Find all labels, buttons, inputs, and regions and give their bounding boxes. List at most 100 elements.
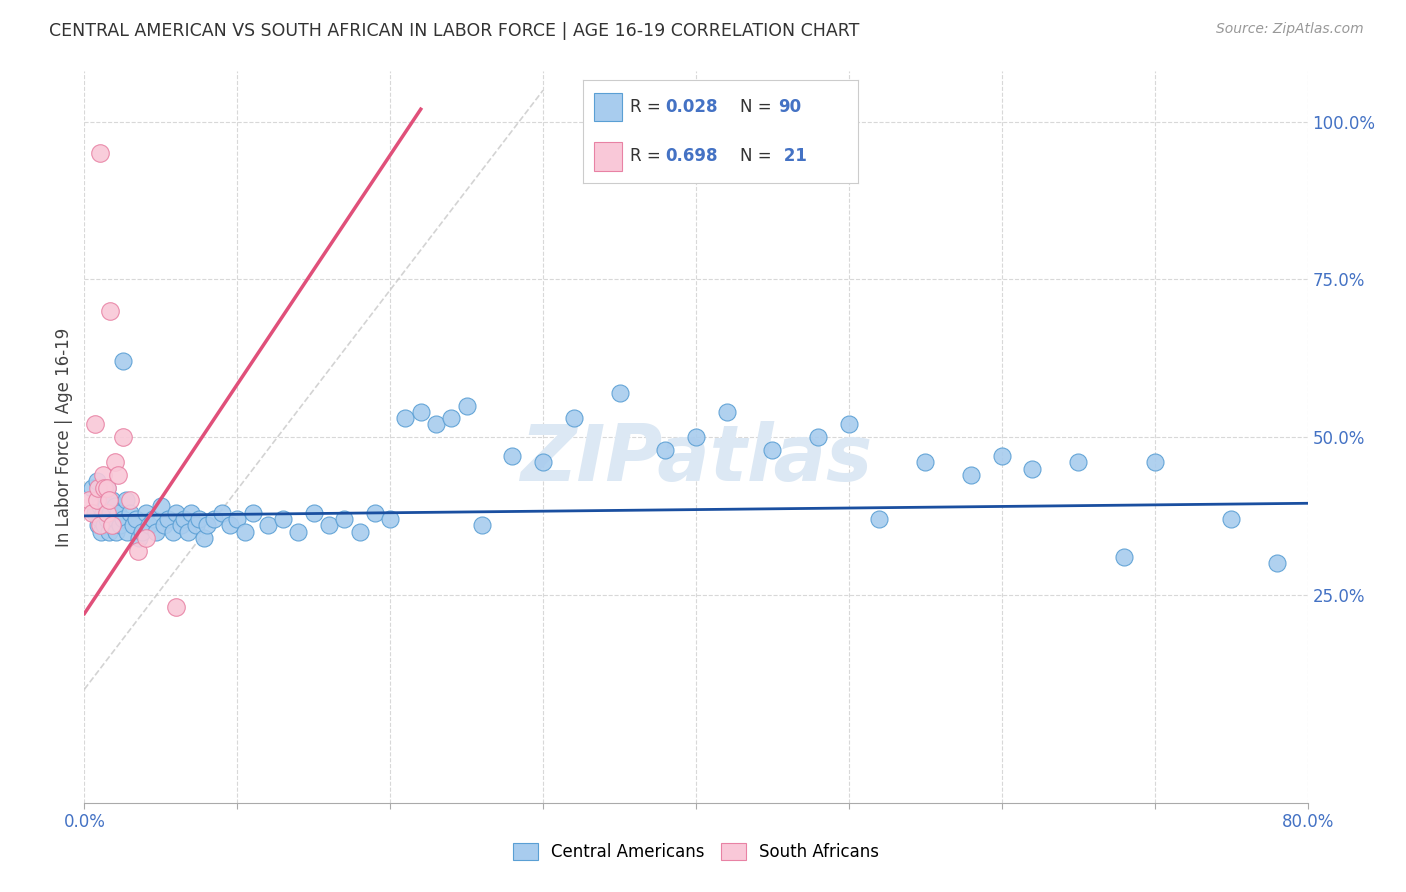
Point <box>90 524 112 539</box>
Point <box>184 518 207 533</box>
Point <box>302 506 325 520</box>
Point <box>409 405 432 419</box>
Point <box>562 411 585 425</box>
Point <box>89 518 111 533</box>
Point <box>195 518 218 533</box>
Point <box>98 304 121 318</box>
Point <box>96 512 118 526</box>
Point <box>77 493 100 508</box>
Point <box>333 512 356 526</box>
Point <box>91 467 114 482</box>
Point <box>138 518 160 533</box>
Point <box>257 518 280 533</box>
Point <box>107 506 129 520</box>
Text: 0.698: 0.698 <box>666 147 718 165</box>
Point <box>127 543 149 558</box>
Point <box>89 500 111 514</box>
Point <box>1143 455 1166 469</box>
Point <box>242 506 264 520</box>
Point <box>84 417 107 432</box>
Text: N =: N = <box>740 147 776 165</box>
Point <box>115 524 138 539</box>
Point <box>211 506 233 520</box>
Point <box>96 506 118 520</box>
Point <box>471 518 494 533</box>
Point <box>80 481 103 495</box>
Point <box>838 417 860 432</box>
Point <box>364 506 387 520</box>
Text: 90: 90 <box>778 98 801 116</box>
Point <box>122 518 145 533</box>
Point <box>105 524 128 539</box>
Bar <box>595 93 621 121</box>
Point <box>226 512 249 526</box>
Point <box>180 506 202 520</box>
Point <box>162 524 184 539</box>
Point <box>318 518 340 533</box>
Point <box>960 467 983 482</box>
Point <box>440 411 463 425</box>
Point <box>131 524 153 539</box>
Point <box>125 512 148 526</box>
Point <box>165 506 187 520</box>
Point <box>654 442 676 457</box>
Point <box>87 518 110 533</box>
Point <box>87 481 110 495</box>
Bar <box>595 142 621 170</box>
Text: R =: R = <box>630 147 666 165</box>
Point <box>609 386 631 401</box>
Point <box>202 512 225 526</box>
Point <box>145 524 167 539</box>
Point <box>111 512 134 526</box>
Point <box>165 600 187 615</box>
Point <box>128 531 150 545</box>
Point <box>84 506 107 520</box>
Point <box>93 518 115 533</box>
Point <box>91 506 114 520</box>
Point <box>1220 512 1243 526</box>
Point <box>120 493 142 508</box>
Point <box>142 512 165 526</box>
Point <box>173 512 195 526</box>
Point <box>120 506 142 520</box>
Point <box>86 493 108 508</box>
Point <box>80 506 103 520</box>
Point <box>89 146 111 161</box>
Text: 21: 21 <box>778 147 807 165</box>
Point <box>807 430 830 444</box>
Text: N =: N = <box>740 98 776 116</box>
Point <box>1114 549 1136 564</box>
Point <box>761 442 783 457</box>
Point <box>89 512 111 526</box>
Point <box>93 481 115 495</box>
Point <box>96 481 118 495</box>
Point <box>188 512 211 526</box>
Point <box>157 512 180 526</box>
Point <box>89 493 111 508</box>
Point <box>91 487 114 501</box>
Point <box>97 493 120 508</box>
Point <box>991 449 1014 463</box>
Point <box>287 524 309 539</box>
Point <box>456 399 478 413</box>
Point <box>135 531 157 545</box>
Point <box>103 518 125 533</box>
Point <box>193 531 215 545</box>
Point <box>111 430 134 444</box>
Point <box>1067 455 1090 469</box>
Point <box>170 518 193 533</box>
Point <box>104 512 127 526</box>
Point <box>869 512 891 526</box>
Point <box>98 506 121 520</box>
Point <box>149 500 172 514</box>
Point <box>716 405 738 419</box>
Point <box>111 354 134 368</box>
Y-axis label: In Labor Force | Age 16-19: In Labor Force | Age 16-19 <box>55 327 73 547</box>
Point <box>94 500 117 514</box>
Point <box>271 512 294 526</box>
Point <box>233 524 256 539</box>
Point <box>394 411 416 425</box>
Point <box>531 455 554 469</box>
Point <box>153 518 176 533</box>
Point <box>425 417 447 432</box>
